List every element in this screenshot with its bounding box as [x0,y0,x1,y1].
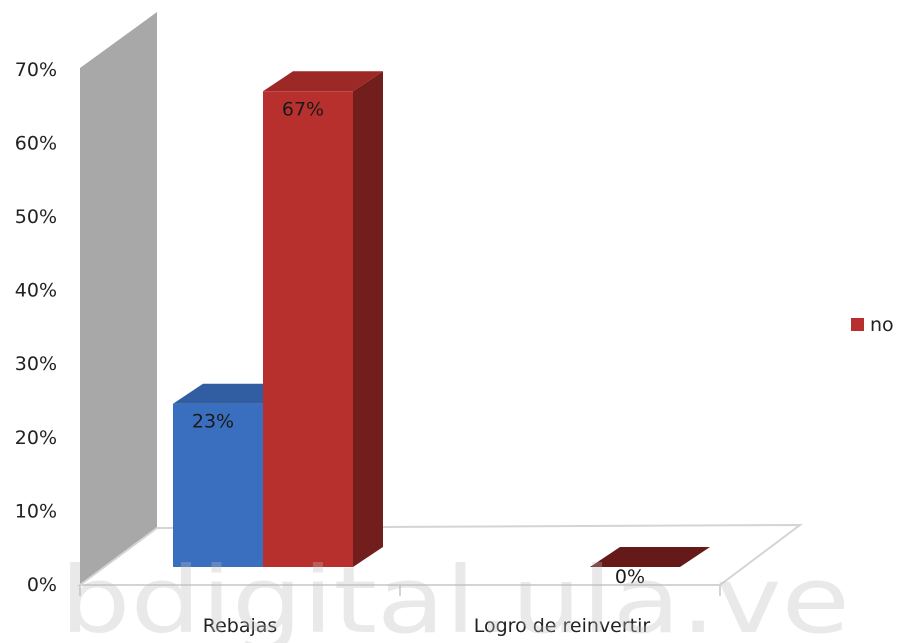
legend: no [851,314,894,336]
y-tick-label: 0% [27,574,57,596]
category-label: Logro de reinvertir [474,615,651,637]
bar-side [353,71,383,568]
y-tick-label: 70% [15,59,57,81]
y-tick-label: 50% [15,206,57,228]
bar-top [263,71,383,92]
y-tick-label: 30% [15,353,57,375]
bar-no-0 [263,71,383,568]
bars [173,71,710,568]
y-tick-label: 10% [15,500,57,522]
chart-back-wall [80,12,157,585]
watermark: bdigital.ula.ve [60,547,850,643]
legend-swatch-no [851,318,864,331]
y-tick-label: 20% [15,427,57,449]
y-tick-label: 60% [15,132,57,154]
bar-front [263,91,353,568]
y-axis-ticks: 0% 10% 20% 30% 40% 50% 60% 70% [15,59,57,596]
bar-no-1 [590,547,710,567]
y-tick-label: 40% [15,280,57,302]
legend-label-no: no [870,314,894,336]
category-labels: Rebajas Logro de reinvertir [203,615,651,637]
category-label: Rebajas [203,615,278,637]
data-labels: 23% 67% 0% [192,98,645,588]
bar-front [173,403,263,567]
bar-top [590,547,710,567]
data-label: 67% [282,98,324,120]
data-label: 23% [192,411,234,433]
data-label: 0% [615,566,645,588]
